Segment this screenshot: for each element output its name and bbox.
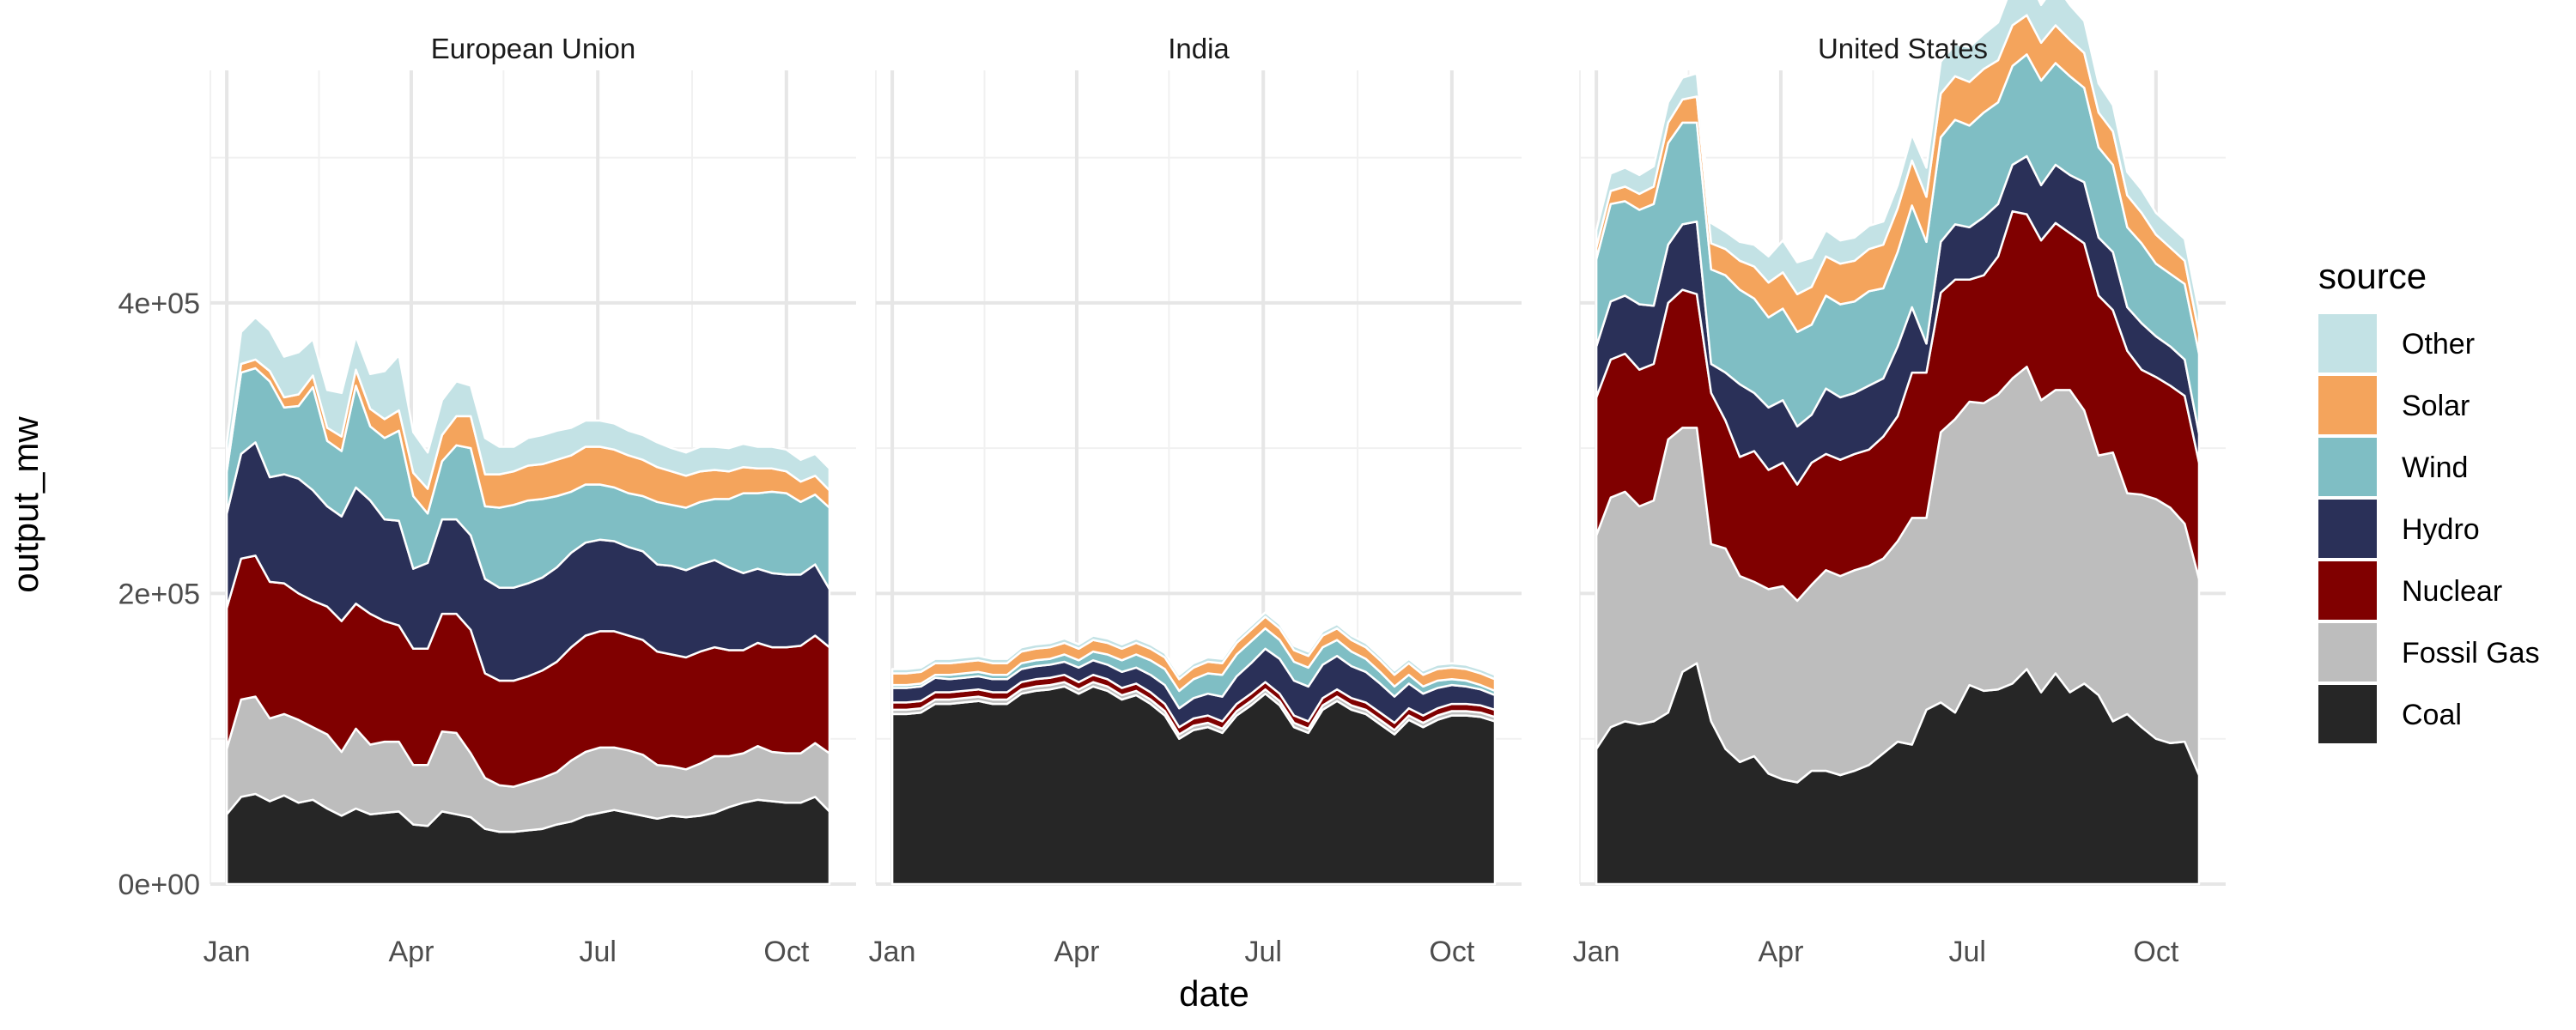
- x-tick-label: Jan: [204, 936, 251, 968]
- legend-label-fossil-gas: Fossil Gas: [2402, 637, 2540, 670]
- axis-layer: European Union Jan Apr Jul Oct India Jan Apr Jul…: [204, 33, 2179, 968]
- x-tick-label: Apr: [1758, 936, 1803, 968]
- x-tick-label: Oct: [2133, 936, 2178, 968]
- area-united-states-other: [1595, 0, 2201, 335]
- legend-label-other: Other: [2402, 328, 2475, 360]
- y-tick-label: 4e+05: [118, 288, 201, 320]
- y-tick-label: 0e+00: [118, 869, 201, 901]
- legend-label-hydro: Hydro: [2402, 513, 2480, 546]
- legend-label-solar: Solar: [2402, 390, 2470, 422]
- legend-swatch-coal: [2318, 685, 2377, 743]
- x-tick-label: Jul: [1244, 936, 1281, 968]
- legend-swatch-fossil-gas: [2318, 623, 2377, 682]
- legend-swatch-solar: [2318, 376, 2377, 434]
- x-tick-label: Apr: [388, 936, 434, 968]
- area-india-other: [890, 611, 1497, 681]
- legend-label-coal: Coal: [2402, 699, 2462, 731]
- legend-swatch-other: [2318, 314, 2377, 373]
- x-tick-label: Jul: [1948, 936, 1985, 968]
- area-layer: [225, 0, 2201, 886]
- legend: source Other Solar Wind Hydro Nuclear Fossil …: [2318, 256, 2540, 743]
- facet-label-european-union: European Union: [431, 33, 636, 64]
- legend-label-wind: Wind: [2402, 451, 2468, 484]
- legend-swatch-hydro: [2318, 500, 2377, 558]
- legend-title: source: [2318, 256, 2427, 296]
- legend-swatch-nuclear: [2318, 561, 2377, 620]
- x-tick-label: Jul: [579, 936, 616, 968]
- x-tick-label: Jan: [869, 936, 916, 968]
- x-tick-label: Jan: [1573, 936, 1620, 968]
- x-axis-title: date: [1179, 973, 1249, 1014]
- facet-label-united-states: United States: [1818, 33, 1988, 64]
- y-tick-label: 2e+05: [118, 578, 201, 610]
- area-european-union-other: [225, 316, 831, 492]
- facet-label-india: India: [1168, 33, 1230, 64]
- legend-label-nuclear: Nuclear: [2402, 575, 2502, 608]
- x-tick-label: Oct: [1429, 936, 1474, 968]
- x-tick-label: Oct: [763, 936, 809, 968]
- x-tick-label: Apr: [1054, 936, 1099, 968]
- legend-swatch-wind: [2318, 438, 2377, 496]
- y-axis-title: output_mw: [5, 416, 46, 593]
